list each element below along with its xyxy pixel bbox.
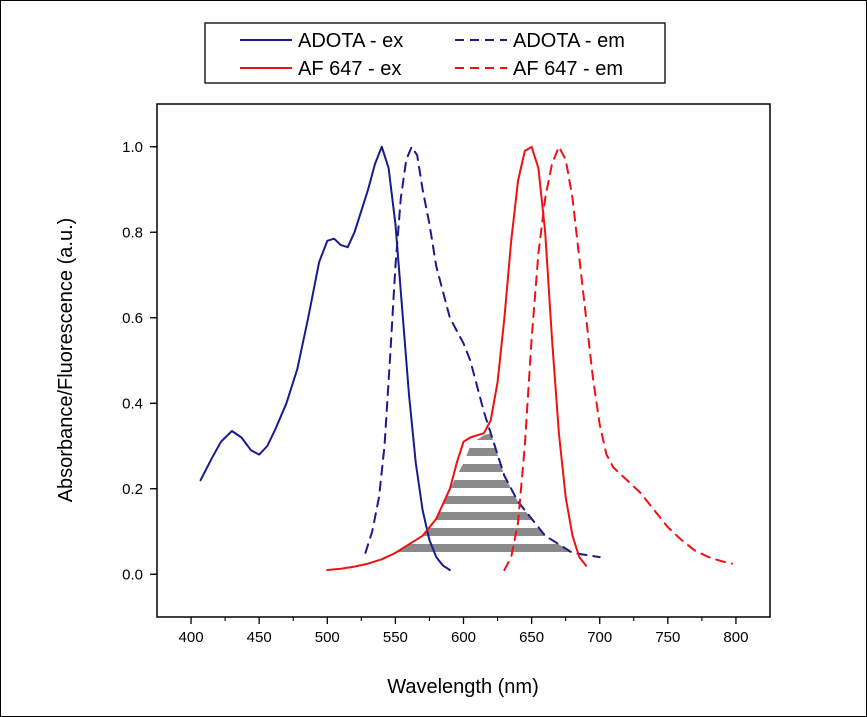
y-tick-label: 0.4 — [122, 395, 143, 412]
legend-box — [204, 22, 666, 84]
y-tick-label: 0.8 — [122, 224, 143, 241]
legend-label-adota-em: ADOTA - em — [513, 30, 625, 52]
overlap-hatch — [388, 433, 587, 560]
y-tick-label: 1.0 — [122, 139, 143, 156]
series-line-adota-ex — [199, 145, 451, 571]
x-tick-label: 750 — [655, 629, 680, 646]
overlap-region — [388, 433, 587, 560]
series-line-af-647-em — [503, 145, 733, 571]
y-tick-label: 0.0 — [122, 566, 143, 583]
legend-label-af647-ex: AF 647 - ex — [298, 58, 401, 80]
series-line-adota-em — [364, 145, 601, 559]
x-tick-label: 450 — [247, 629, 272, 646]
x-axis-ticks: 400 450 500 550 600 650 700 750 800 — [179, 617, 748, 646]
series-layer — [199, 145, 733, 571]
y-tick-label: 0.6 — [122, 310, 143, 327]
x-tick-label: 650 — [519, 629, 544, 646]
y-axis-ticks: 0.0 0.2 0.4 0.6 0.8 1.0 — [122, 139, 157, 583]
x-tick-label: 500 — [315, 629, 340, 646]
legend-label-adota-ex: ADOTA - ex — [298, 30, 403, 52]
x-axis-title: Wavelength (nm) — [387, 676, 539, 698]
y-tick-label: 0.2 — [122, 481, 143, 498]
x-tick-label: 800 — [723, 629, 748, 646]
x-tick-label: 600 — [451, 629, 476, 646]
x-tick-label: 700 — [587, 629, 612, 646]
x-tick-label: 550 — [383, 629, 408, 646]
legend: ADOTA - ex ADOTA - em AF 647 - ex AF 647… — [204, 22, 666, 84]
series-line-af-647-ex — [326, 145, 588, 571]
legend-label-af647-em: AF 647 - em — [513, 58, 623, 80]
x-tick-label: 400 — [179, 629, 204, 646]
y-axis-title: Absorbance/Fluorescence (a.u.) — [55, 218, 77, 503]
